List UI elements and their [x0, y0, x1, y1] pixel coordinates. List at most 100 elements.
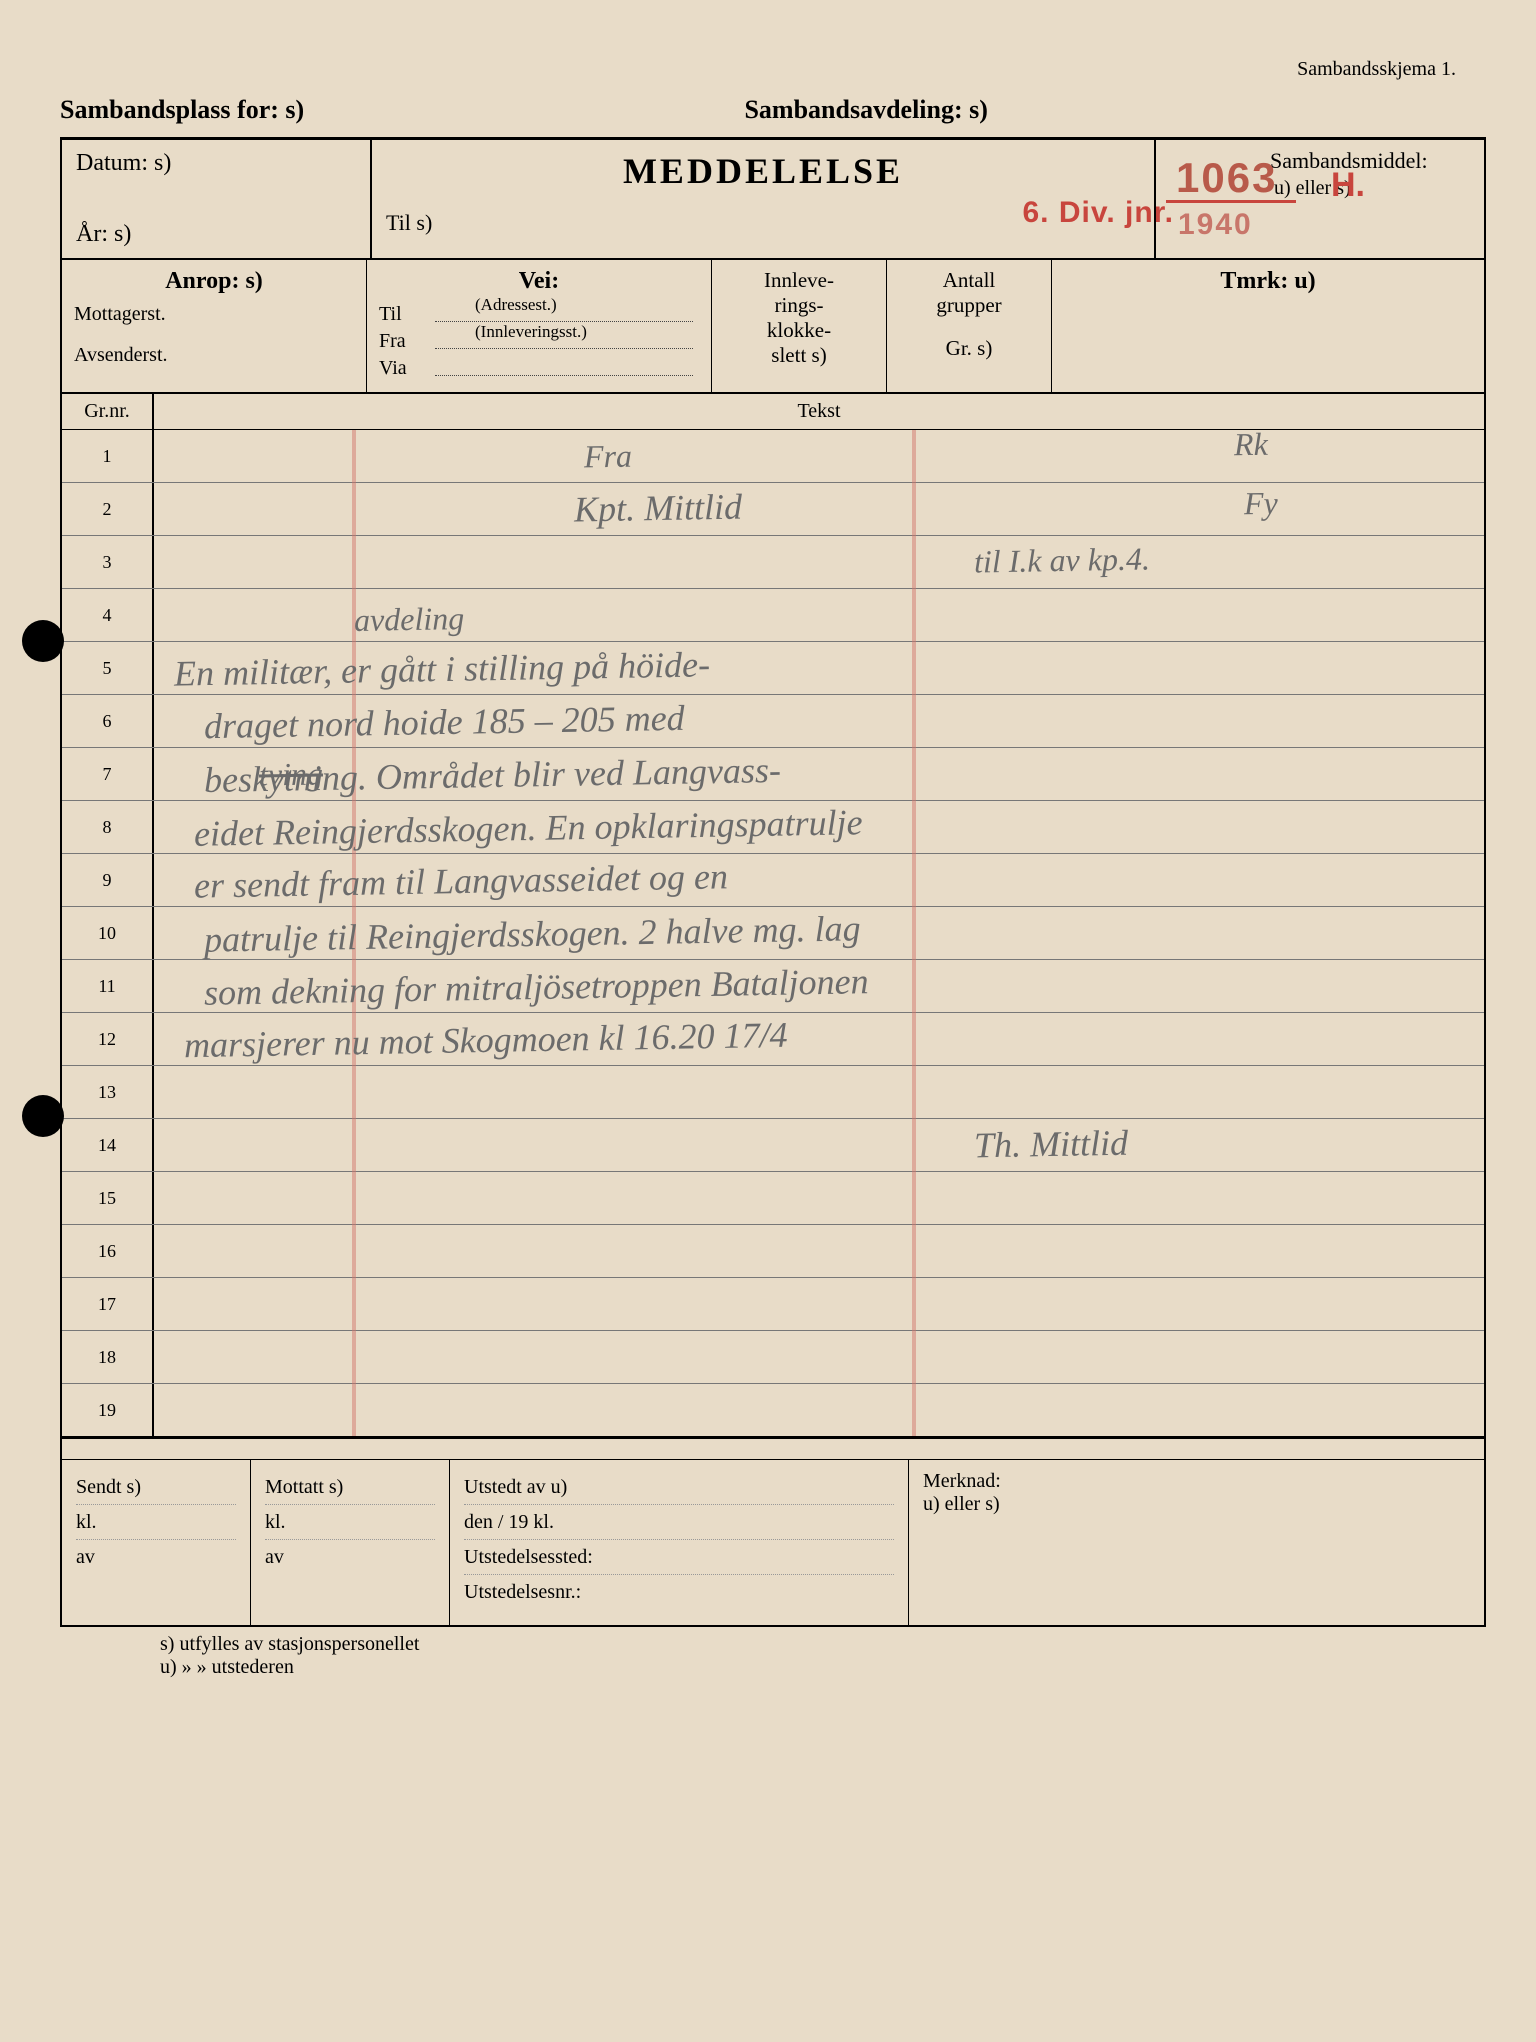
- handwritten-line10: patrulje til Reingjerdsskogen. 2 halve m…: [204, 907, 861, 960]
- merknad-label: Merknad:: [923, 1470, 1470, 1493]
- row-num: 8: [62, 801, 154, 853]
- handwritten-line9: er sendt fram til Langvasseidet og en: [194, 855, 729, 906]
- row-num: 15: [62, 1172, 154, 1224]
- row-num: 19: [62, 1384, 154, 1436]
- merknad-sub-label: u) eller s): [923, 1493, 1470, 1516]
- aar-label: År: s): [76, 221, 356, 248]
- row-num: 3: [62, 536, 154, 588]
- footer-gap: [62, 1436, 1484, 1460]
- vei-label: Vei:: [379, 268, 699, 295]
- stamp-divjnr: 6. Div. jnr.: [1023, 196, 1175, 230]
- avsenderst-label: Avsenderst.: [74, 344, 354, 367]
- text-row: 9 er sendt fram til Langvasseidet og en: [62, 854, 1484, 907]
- mottagerst-label: Mottagerst.: [74, 303, 354, 326]
- stamp-number: 1063: [1176, 154, 1277, 202]
- handwritten-note2: Fy: [1244, 485, 1278, 523]
- text-row: 10 patrulje til Reingjerdsskogen. 2 halv…: [62, 907, 1484, 960]
- handwritten-strike: tving: [259, 755, 324, 793]
- form-page: Sambandsskjema 1. Sambandsplass for: s) …: [0, 0, 1536, 2042]
- antall-label-1: Antall: [899, 268, 1039, 293]
- anrop-label: Anrop: s): [74, 268, 354, 295]
- handwritten-line11: som dekning for mitraljösetroppen Batalj…: [204, 960, 869, 1014]
- row-num: 2: [62, 483, 154, 535]
- text-row: 5 En militær, er gått i stilling på höid…: [62, 642, 1484, 695]
- row-num: 10: [62, 907, 154, 959]
- row-num: 11: [62, 960, 154, 1012]
- text-row: 12 marsjerer nu mot Skogmoen kl 16.20 17…: [62, 1013, 1484, 1066]
- text-row: 8 eidet Reingjerdsskogen. En opklaringsp…: [62, 801, 1484, 854]
- innleveringsst-label: (Innleveringsst.): [475, 322, 587, 342]
- text-row: 18: [62, 1331, 1484, 1384]
- text-row: 15: [62, 1172, 1484, 1225]
- tekst-label: Tekst: [154, 394, 1484, 429]
- kl-label-2: kl.: [265, 1511, 435, 1540]
- handwritten-from-name: Kpt. Mittlid: [574, 486, 743, 531]
- av-label: av: [76, 1546, 236, 1574]
- stamp-year: 1940: [1178, 208, 1253, 242]
- handwritten-line6: draget nord hoide 185 – 205 med: [204, 697, 685, 747]
- text-row: 16: [62, 1225, 1484, 1278]
- sambandsmiddel-label: Sambandsmiddel: u) eller s): [1270, 148, 1470, 200]
- text-row: 7 beskytning. Området blir ved Langvass-…: [62, 748, 1484, 801]
- footer-row: Sendt s) kl. av Mottatt s) kl. av Utsted…: [62, 1460, 1484, 1625]
- handwritten-to: til I.k av kp.4.: [974, 540, 1151, 580]
- innlev-label-3: klokke-: [724, 318, 874, 343]
- innlev-label-4: slett s): [724, 343, 874, 368]
- text-row: 19: [62, 1384, 1484, 1436]
- innlev-label-1: Innleve-: [724, 268, 874, 293]
- tekst-header-row: Gr.nr. Tekst: [62, 394, 1484, 430]
- bottom-note-2: u) » » utstederen: [60, 1656, 1486, 1679]
- av-label-2: av: [265, 1546, 435, 1574]
- text-row: 14 Th. Mittlid: [62, 1119, 1484, 1172]
- tmrk-label: Tmrk: u): [1064, 268, 1472, 295]
- sendt-label: Sendt s): [76, 1476, 236, 1505]
- row-num: 7: [62, 748, 154, 800]
- row-num: 14: [62, 1119, 154, 1171]
- text-row: 13: [62, 1066, 1484, 1119]
- row-num: 12: [62, 1013, 154, 1065]
- vei-via-line: Via: [379, 357, 699, 380]
- punch-hole: [22, 1095, 64, 1137]
- antall-label-3: Gr. s): [899, 336, 1039, 361]
- stamp-underline: [1166, 200, 1296, 203]
- form-id-label: Sambandsskjema 1.: [1297, 58, 1456, 81]
- top-headers: Sambandsplass for: s) Sambandsavdeling: …: [60, 95, 1486, 125]
- innlev-label-2: rings-: [724, 293, 874, 318]
- mottatt-label: Mottatt s): [265, 1476, 435, 1505]
- handwritten-note: Rk: [1234, 426, 1268, 464]
- grnr-label: Gr.nr.: [62, 394, 154, 429]
- adressest-label: (Adressest.): [475, 295, 557, 315]
- meddelelse-title: MEDDELELSE: [386, 150, 1140, 192]
- text-row: 2 Kpt. Mittlid Fy: [62, 483, 1484, 536]
- sambandsplass-label: Sambandsplass for: s): [60, 95, 744, 125]
- handwritten-line12: marsjerer nu mot Skogmoen kl 16.20 17/4: [184, 1014, 788, 1067]
- text-rows-container: 1 Fra Rk 2 Kpt. Mittlid Fy 3 til I.k av …: [62, 430, 1484, 1436]
- row-headers: Anrop: s) Mottagerst. Avsenderst. Vei: T…: [62, 260, 1484, 394]
- kl-label: kl.: [76, 1511, 236, 1540]
- main-frame: Datum: s) År: s) MEDDELELSE Til s) 6. Di…: [60, 137, 1486, 1627]
- row-num: 4: [62, 589, 154, 641]
- datum-label: Datum: s): [76, 150, 356, 177]
- utstednr-label: Utstedelsesnr.:: [464, 1581, 894, 1609]
- handwritten-avdeling: avdeling: [354, 600, 465, 639]
- row-num: 9: [62, 854, 154, 906]
- punch-hole: [22, 620, 64, 662]
- row-num: 16: [62, 1225, 154, 1277]
- stamp-h: H.: [1331, 166, 1365, 205]
- antall-label-2: grupper: [899, 293, 1039, 318]
- row-num: 1: [62, 430, 154, 482]
- vei-fra-line: Fra(Innleveringsst.): [379, 330, 699, 353]
- sambandsavdeling-label: Sambandsavdeling: s): [744, 95, 1486, 125]
- text-row: 6 draget nord hoide 185 – 205 med: [62, 695, 1484, 748]
- row-meddelelse: Datum: s) År: s) MEDDELELSE Til s) 6. Di…: [62, 140, 1484, 260]
- utstedsted-label: Utstedelsessted:: [464, 1546, 894, 1575]
- text-row: 1 Fra Rk: [62, 430, 1484, 483]
- handwritten-fra: Fra: [584, 438, 633, 476]
- text-row: 3 til I.k av kp.4.: [62, 536, 1484, 589]
- row-num: 6: [62, 695, 154, 747]
- den-label: den / 19 kl.: [464, 1511, 894, 1540]
- utstedt-label: Utstedt av u): [464, 1476, 894, 1505]
- handwritten-line8: eidet Reingjerdsskogen. En opklaringspat…: [194, 801, 863, 855]
- handwritten-line5: En militær, er gått i stilling på höide-: [174, 643, 711, 694]
- row-num: 18: [62, 1331, 154, 1383]
